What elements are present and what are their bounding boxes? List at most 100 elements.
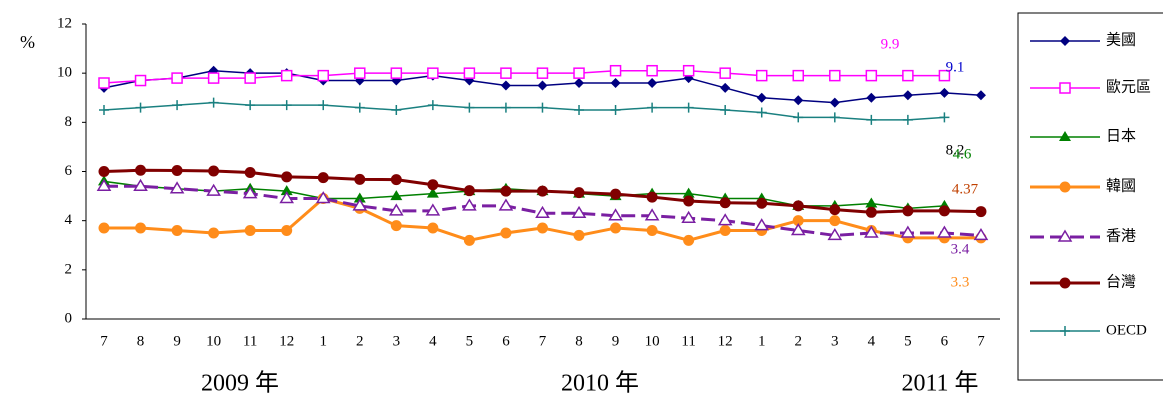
marker [390,220,402,232]
marker [865,69,878,82]
marker [647,102,658,113]
marker [279,191,295,204]
marker [427,100,438,111]
marker [135,102,146,113]
marker [937,225,952,238]
marker [938,69,951,82]
marker [208,227,220,239]
marker [683,234,695,246]
marker [610,222,622,234]
marker [866,114,877,125]
x-tick-label: 10 [206,333,221,349]
marker [390,67,403,79]
legend-label: 美國 [1106,31,1136,48]
y-tick-label: 12 [57,15,72,31]
x-tick-label: 2 [356,333,364,349]
marker [388,203,404,216]
y-tick-label: 6 [65,163,73,179]
marker [720,82,731,93]
marker [280,185,293,196]
marker [500,185,512,197]
x-tick-label: 6 [941,333,949,349]
marker [683,102,694,113]
y-tick-label: 4 [65,212,73,228]
marker [134,74,147,87]
marker [500,227,512,239]
marker [206,183,221,196]
x-tick-label: 7 [977,333,985,349]
series-line [103,180,945,210]
marker [755,69,768,82]
y-tick-label: 2 [65,261,73,277]
marker [463,234,475,246]
marker [756,92,767,103]
marker [646,191,658,203]
marker [96,178,112,191]
marker [719,225,731,236]
x-tick-label: 7 [539,333,547,349]
marker [171,72,183,84]
marker [573,187,585,199]
marker [500,80,511,91]
marker [536,67,549,79]
marker [756,197,768,209]
marker [574,105,585,116]
marker [647,78,658,88]
marker [610,105,621,116]
marker [135,222,147,234]
marker [610,78,621,88]
year-label: 2010 年 [561,370,639,397]
marker [939,87,950,98]
marker [463,185,475,197]
marker [98,166,110,177]
marker [208,97,219,108]
y-unit: % [20,32,35,52]
x-tick-label: 9 [173,333,181,349]
marker [939,112,950,123]
marker [244,72,256,84]
marker [353,192,366,203]
marker [98,222,110,234]
marker [500,102,511,113]
marker [608,208,623,221]
year-label: 2011 年 [901,370,978,397]
annotation: 9.9 [881,36,900,52]
marker [207,72,220,84]
marker [390,190,403,201]
marker [281,225,293,236]
marker [571,205,587,219]
marker [720,105,731,116]
x-tick-label: 4 [429,333,437,349]
marker [281,100,292,111]
marker [682,64,695,77]
legend-label: 歐元區 [1106,78,1151,95]
marker [171,225,183,236]
legend-box [1017,12,1163,381]
y-tick-label: 10 [57,65,72,81]
annotation: 3.3 [951,274,970,290]
year-label: 2009 年 [201,370,279,397]
marker [535,205,550,219]
marker [1057,229,1073,242]
legend-label: 韓國 [1106,177,1136,194]
marker [425,203,441,216]
marker [427,67,439,79]
marker [354,173,366,185]
marker [902,205,914,217]
annotation: 3.4 [951,241,970,257]
marker [169,181,185,194]
marker [1059,131,1071,141]
series-line [103,69,945,84]
annotation: 4.6 [953,146,972,162]
marker [171,165,183,177]
marker [536,185,548,197]
legend-label: OECD [1106,322,1147,338]
marker [172,100,183,111]
marker [610,188,622,200]
marker [573,229,585,241]
marker [681,210,696,223]
marker [427,222,439,234]
series-line [103,101,945,121]
marker [902,69,914,82]
marker [973,227,989,241]
